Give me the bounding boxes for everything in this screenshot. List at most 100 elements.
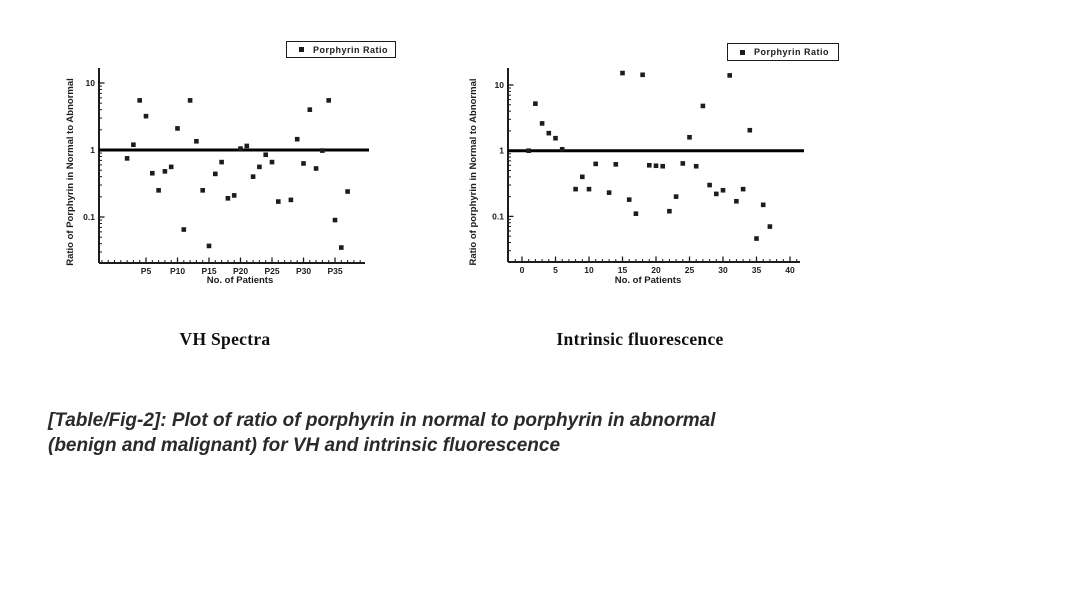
- data-point: [225, 196, 231, 201]
- data-point: [187, 98, 193, 103]
- x-tick-label: P20: [233, 266, 248, 276]
- data-point: [143, 113, 149, 119]
- y-tick-label: 1: [90, 145, 95, 155]
- legend-label: Porphyrin Ratio: [313, 44, 389, 55]
- data-point: [168, 164, 174, 170]
- data-point: [301, 161, 306, 166]
- data-point: [307, 107, 313, 112]
- x-axis-label: No. of Patients: [206, 275, 274, 286]
- y-tick-label: 0.1: [83, 212, 95, 222]
- figure-caption-line2: (benign and malignant) for VH and intrin…: [48, 435, 561, 456]
- data-point: [526, 148, 531, 153]
- data-point: [320, 148, 325, 153]
- data-point: [137, 98, 142, 103]
- data-point: [181, 227, 187, 232]
- x-tick-label: 15: [618, 265, 628, 275]
- x-tick-label: 5: [553, 265, 558, 275]
- data-point: [332, 217, 338, 223]
- vh-spectra-scatter-plot: P5 P10 P15 P20 P25 P30 P35 10 1 0.1: [83, 68, 369, 276]
- data-point: [707, 182, 712, 188]
- figure-caption: [Table/Fig-2]: Plot of ratio of porphyri…: [48, 408, 838, 458]
- y-tick-label: 10: [495, 80, 505, 90]
- data-point: [747, 127, 753, 133]
- x-tick-label: P15: [201, 266, 216, 276]
- data-point: [269, 159, 275, 165]
- data-point: [257, 164, 262, 170]
- data-point: [693, 163, 699, 169]
- data-point: [673, 194, 679, 199]
- data-point: [175, 126, 180, 131]
- data-point: [754, 236, 759, 241]
- data-point: [263, 152, 268, 158]
- data-point: [244, 143, 250, 149]
- figure-caption-line1: [Table/Fig-2]: Plot of ratio of porphyri…: [48, 410, 716, 431]
- data-point: [727, 73, 732, 78]
- data-point: [231, 193, 237, 198]
- legend-square-marker-icon: [740, 49, 745, 55]
- x-axis-label: No. of Patients: [614, 275, 682, 286]
- data-point: [593, 161, 598, 167]
- data-point: [667, 208, 672, 214]
- y-tick-label: 1: [499, 146, 504, 156]
- data-point: [660, 163, 665, 169]
- legend-square-marker-icon: [299, 47, 304, 52]
- data-point: [653, 163, 659, 169]
- data-point: [124, 156, 130, 161]
- data-point: [539, 121, 545, 126]
- x-tick-label: 25: [685, 265, 695, 275]
- data-point: [276, 199, 281, 204]
- data-point: [533, 101, 538, 106]
- data-point: [238, 146, 243, 151]
- data-point: [647, 162, 652, 168]
- data-point: [546, 130, 552, 136]
- data-point: [313, 166, 319, 171]
- data-point: [559, 147, 565, 152]
- data-point: [687, 134, 692, 140]
- data-point: [606, 190, 612, 195]
- data-point: [714, 191, 719, 197]
- x-tick-label: P35: [327, 266, 342, 276]
- data-point: [156, 188, 161, 193]
- data-point: [640, 72, 645, 78]
- data-point: [213, 171, 218, 177]
- x-tick-label: P30: [296, 266, 311, 276]
- data-point: [700, 103, 706, 109]
- data-point: [162, 169, 168, 174]
- data-point: [586, 186, 592, 192]
- chart-title-vh-spectra: VH Spectra: [179, 329, 271, 349]
- x-tick-label: P25: [264, 266, 279, 276]
- x-tick-label: 35: [752, 265, 762, 275]
- legend-vh-spectra: Porphyrin Ratio: [286, 41, 396, 58]
- data-point: [294, 136, 300, 142]
- data-point: [553, 135, 558, 141]
- data-point: [767, 224, 773, 229]
- data-point: [288, 197, 294, 203]
- data-point: [633, 211, 639, 216]
- x-tick-label: P5: [141, 266, 152, 276]
- legend-intrinsic-fluorescence: Porphyrin Ratio: [727, 43, 839, 61]
- data-point: [131, 142, 136, 147]
- x-tick-label: 30: [718, 265, 728, 275]
- data-point: [345, 189, 350, 194]
- data-point: [620, 70, 625, 76]
- chart-title-intrinsic-fluorescence: Intrinsic fluorescence: [556, 329, 724, 349]
- y-tick-label: 10: [86, 78, 96, 88]
- data-point: [200, 188, 205, 193]
- data-point: [250, 174, 256, 179]
- data-point: [734, 198, 739, 204]
- data-point: [740, 186, 746, 192]
- x-tick-label: 0: [520, 265, 525, 275]
- data-point: [760, 202, 766, 208]
- intrinsic-fluorescence-scatter-plot: 0 5 10 15 20 25 30 35 40 10 1 0.1: [492, 68, 804, 275]
- data-point: [613, 162, 619, 167]
- data-point: [580, 174, 585, 180]
- x-tick-label: 10: [584, 265, 594, 275]
- data-point: [626, 197, 632, 202]
- legend-label: Porphyrin Ratio: [754, 47, 830, 57]
- data-point: [720, 187, 726, 193]
- data-point: [194, 138, 199, 144]
- data-point: [573, 186, 578, 192]
- x-tick-label: 40: [785, 265, 795, 275]
- data-point: [326, 98, 331, 103]
